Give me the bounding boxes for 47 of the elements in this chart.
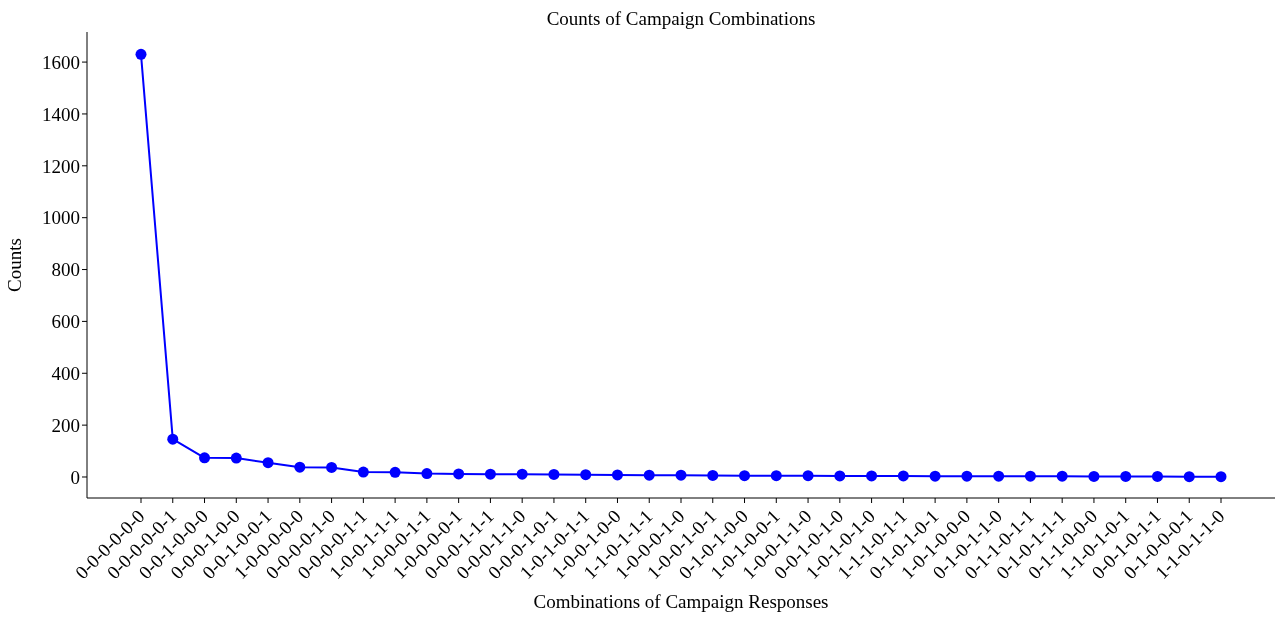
point — [580, 469, 592, 481]
point — [453, 468, 465, 480]
y-tick-label: 1200 — [42, 155, 80, 177]
y-tick-label: 1400 — [42, 103, 80, 125]
point — [516, 468, 528, 480]
point — [834, 470, 846, 482]
point — [357, 466, 369, 478]
point — [230, 452, 242, 464]
y-axis-title: Counts — [4, 238, 26, 292]
point — [421, 468, 433, 480]
chart-title: Counts of Campaign Combinations — [545, 8, 817, 30]
point — [643, 469, 655, 481]
point — [1183, 471, 1195, 483]
point — [929, 470, 941, 482]
point — [866, 470, 878, 482]
x-axis-title: Combinations of Campaign Responses — [532, 591, 830, 613]
y-tick-label: 1000 — [42, 207, 80, 229]
y-tick-label: 1600 — [42, 51, 80, 73]
point — [326, 461, 338, 473]
point — [993, 470, 1005, 482]
point — [484, 468, 496, 480]
point — [1151, 470, 1163, 482]
point — [1088, 470, 1100, 482]
point — [294, 461, 306, 473]
point — [770, 470, 782, 482]
point — [1215, 471, 1227, 483]
point — [135, 48, 147, 60]
point — [1056, 470, 1068, 482]
y-tick-label: 0 — [70, 466, 80, 488]
point — [262, 457, 274, 469]
point — [675, 469, 687, 481]
point — [167, 433, 179, 445]
point — [1024, 470, 1036, 482]
y-tick-label: 800 — [51, 259, 80, 281]
point — [961, 470, 973, 482]
point — [707, 469, 719, 481]
point — [611, 469, 623, 481]
point — [1120, 470, 1132, 482]
point — [897, 470, 909, 482]
point — [739, 470, 751, 482]
y-tick-label: 400 — [51, 363, 80, 385]
y-tick-label: 600 — [51, 311, 80, 333]
point — [802, 470, 814, 482]
y-tick-label: 200 — [51, 414, 80, 436]
point — [548, 468, 560, 480]
point — [389, 466, 401, 478]
point — [199, 452, 211, 464]
